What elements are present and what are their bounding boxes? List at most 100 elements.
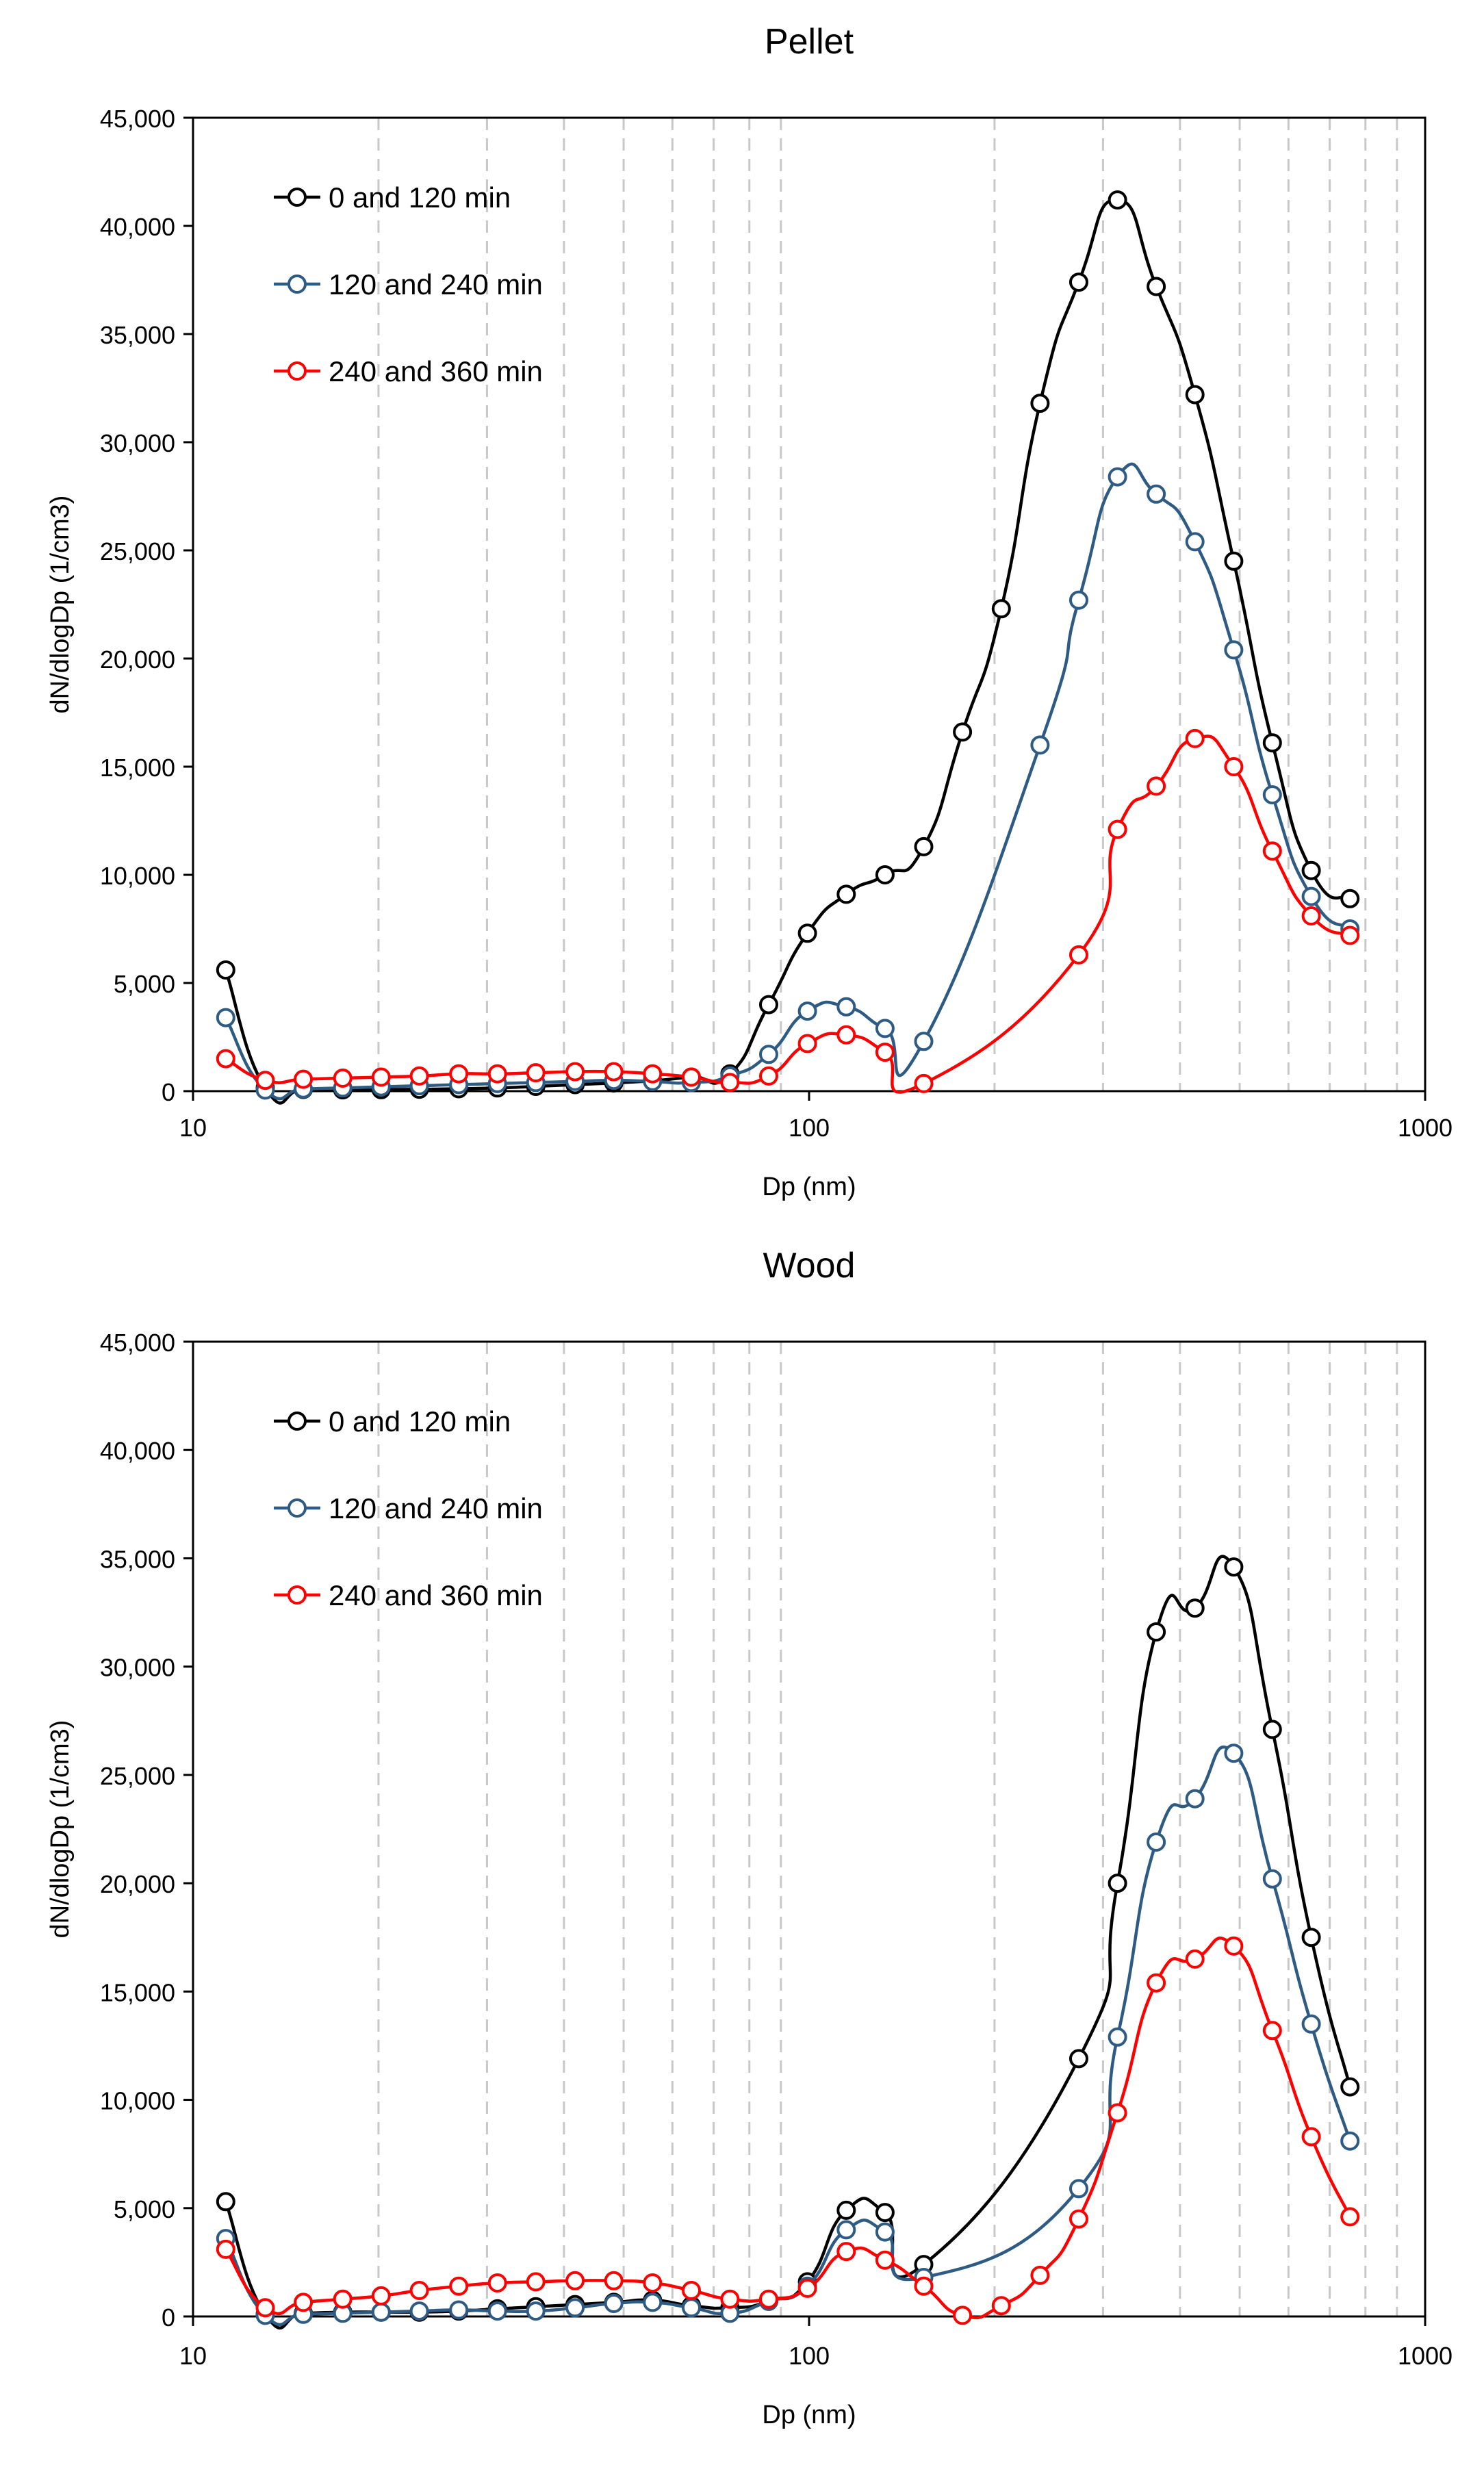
wood-series-point-2 xyxy=(526,2272,546,2292)
wood-series-point-2 xyxy=(333,2289,353,2309)
wood-series-point-2 xyxy=(1108,2103,1127,2123)
pellet-series-point-2 xyxy=(1108,819,1127,839)
y-tick-label: 30,000 xyxy=(100,429,175,457)
wood-series-point-2 xyxy=(991,2296,1011,2316)
legend-marker-1 xyxy=(287,274,307,294)
chart-title: Pellet xyxy=(765,22,854,62)
wood-series-point-1 xyxy=(526,2301,546,2321)
pellet-series-point-0 xyxy=(1030,394,1050,413)
wood-series-2 xyxy=(216,1936,1360,2325)
y-tick-label: 40,000 xyxy=(100,1437,175,1465)
wood-series-point-2 xyxy=(294,2292,314,2312)
pellet-series-point-1 xyxy=(914,1032,934,1051)
pellet-series-point-0 xyxy=(953,722,973,742)
wood-series-point-1 xyxy=(604,2294,624,2313)
pellet-series-point-2 xyxy=(449,1064,469,1084)
y-tick-label: 5,000 xyxy=(114,2195,175,2223)
pellet-series-point-0 xyxy=(1262,733,1282,753)
pellet-series-2 xyxy=(216,728,1360,1094)
x-tick-label: 100 xyxy=(789,1114,830,1142)
wood-series-point-2 xyxy=(797,2278,817,2298)
y-tick-label: 10,000 xyxy=(100,2087,175,2115)
legend-marker-1 xyxy=(287,1498,307,1518)
wood-series-point-1 xyxy=(1340,2131,1360,2151)
pellet-series-point-0 xyxy=(1185,385,1205,405)
legend-marker-0 xyxy=(287,188,307,207)
pellet-series-point-0 xyxy=(1147,277,1166,296)
wood-series-point-2 xyxy=(604,2271,624,2290)
pellet-series-point-2 xyxy=(836,1025,856,1045)
pellet-series-point-2 xyxy=(720,1073,740,1093)
wood-series-point-2 xyxy=(1224,1936,1244,1956)
pellet-series-point-1 xyxy=(1108,467,1127,487)
x-tick-label: 1000 xyxy=(1398,1114,1453,1142)
wood-series-point-1 xyxy=(1185,1789,1205,1809)
wood-series-point-2 xyxy=(371,2286,391,2306)
pellet-series-point-0 xyxy=(1340,889,1360,908)
x-axis-label: Dp (nm) xyxy=(762,1173,856,1201)
pellet-series-point-2 xyxy=(914,1073,934,1093)
legend-label-1: 120 and 240 min xyxy=(329,1492,543,1524)
pellet-series-point-2 xyxy=(409,1066,429,1086)
wood-series-point-2 xyxy=(720,2289,740,2309)
wood-series-point-0 xyxy=(1262,1720,1282,1739)
wood-series-point-0 xyxy=(1185,1598,1205,1618)
wood-series-point-0 xyxy=(836,2200,856,2220)
pellet-series-point-0 xyxy=(875,865,895,884)
legend-label-2: 240 and 360 min xyxy=(329,355,543,387)
wood-series-point-2 xyxy=(216,2239,235,2259)
y-tick-label: 15,000 xyxy=(100,754,175,782)
wood-series-point-1 xyxy=(565,2298,585,2318)
wood-series-point-2 xyxy=(565,2271,585,2290)
wood-series-point-2 xyxy=(1301,2127,1321,2147)
pellet-series-point-2 xyxy=(643,1064,663,1084)
pellet-series-point-2 xyxy=(371,1067,391,1087)
y-tick-label: 25,000 xyxy=(100,537,175,565)
wood-series-point-1 xyxy=(643,2292,663,2312)
wood-series-point-2 xyxy=(487,2273,507,2292)
legend-label-0: 0 and 120 min xyxy=(329,1405,511,1438)
pellet-series-point-2 xyxy=(682,1067,701,1087)
x-axis-label: Dp (nm) xyxy=(762,2401,856,2429)
pellet-series-point-1 xyxy=(1301,886,1321,906)
pellet-series-point-2 xyxy=(487,1064,507,1084)
wood-series-point-1 xyxy=(875,2222,895,2242)
wood-series-point-2 xyxy=(682,2281,701,2300)
wood-series-point-1 xyxy=(409,2301,429,2321)
wood-series-point-0 xyxy=(1069,2049,1088,2069)
pellet-series-point-0 xyxy=(1108,190,1127,210)
wood-series-point-0 xyxy=(1108,1874,1127,1893)
pellet-series-point-2 xyxy=(255,1071,275,1090)
pellet-series-point-2 xyxy=(1262,841,1282,861)
pellet-series-point-2 xyxy=(526,1063,546,1083)
chart-title: Wood xyxy=(763,1246,856,1286)
pellet-series-point-1 xyxy=(1030,735,1050,755)
y-tick-label: 30,000 xyxy=(100,1654,175,1682)
pellet-series-point-0 xyxy=(991,599,1011,619)
wood-series-point-2 xyxy=(643,2273,663,2292)
wood-series-point-1 xyxy=(1147,1832,1166,1852)
wood-series-point-1 xyxy=(1224,1744,1244,1763)
legend-label-0: 0 and 120 min xyxy=(329,181,511,214)
wood-series-point-1 xyxy=(487,2301,507,2321)
legend-label-1: 120 and 240 min xyxy=(329,268,543,301)
pellet-series-point-1 xyxy=(1224,640,1244,660)
wood-series-point-2 xyxy=(1262,2021,1282,2041)
pellet-series-point-2 xyxy=(1340,925,1360,945)
pellet-series-point-1 xyxy=(836,997,856,1017)
wood-series-point-2 xyxy=(1340,2207,1360,2227)
wood-series-point-1 xyxy=(449,2300,469,2320)
pellet-series-point-0 xyxy=(1069,272,1088,292)
legend-marker-0 xyxy=(287,1412,307,1431)
pellet-series-point-0 xyxy=(759,995,778,1014)
pellet-series-point-2 xyxy=(604,1062,624,1082)
wood-series-point-1 xyxy=(1301,2014,1321,2034)
pellet-series-point-2 xyxy=(565,1062,585,1082)
legend-label-2: 240 and 360 min xyxy=(329,1579,543,1611)
pellet-series-point-1 xyxy=(797,1001,817,1021)
pellet-series-point-0 xyxy=(836,884,856,904)
pellet-series-point-0 xyxy=(797,923,817,943)
wood-series-point-2 xyxy=(1147,1973,1166,1993)
pellet-series-point-1 xyxy=(759,1045,778,1064)
pellet-series-point-1 xyxy=(1147,484,1166,504)
